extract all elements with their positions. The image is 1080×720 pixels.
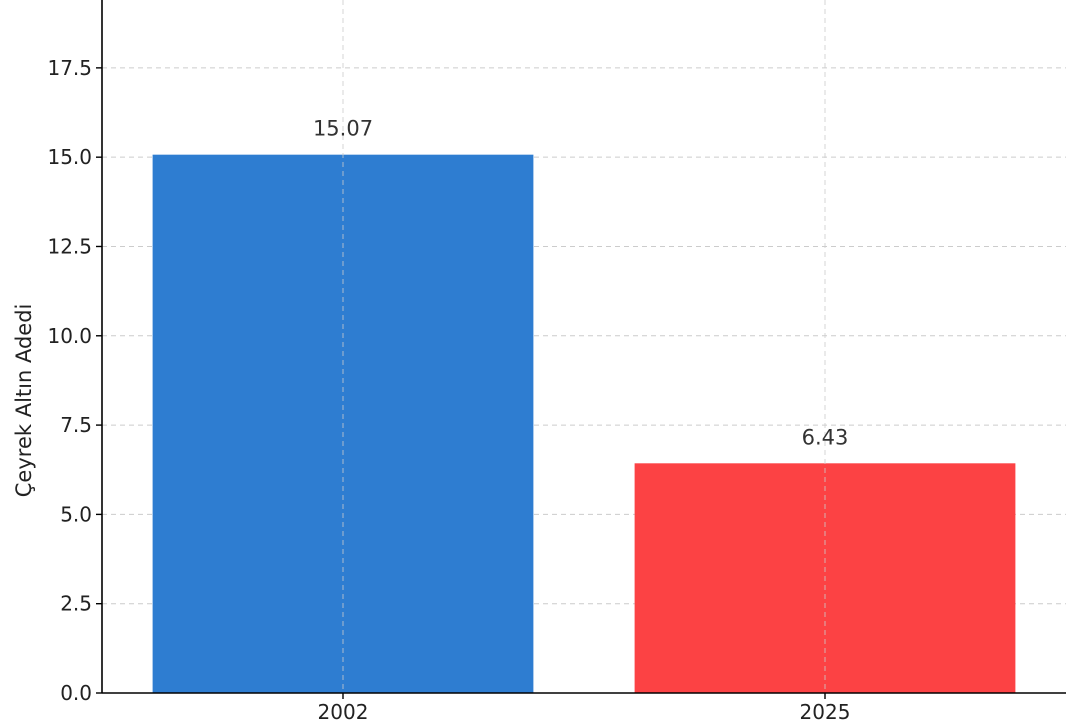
bars [152,154,1016,693]
x-tick-label: 2002 [318,700,369,720]
x-tick-label: 2025 [800,700,851,720]
x-grid-lines [342,0,826,693]
y-axis-ticks: 0.0 2.5 5.0 7.5 10.0 12.5 15.0 17.5 [47,56,102,705]
axes [101,0,1066,694]
y-tick-label: 5.0 [60,502,92,526]
y-tick-label: 15.0 [47,145,92,169]
y-tick-label: 0.0 [60,681,92,705]
y-tick-label: 12.5 [47,234,92,258]
y-tick-label: 2.5 [60,592,92,616]
data-label-2002: 15.07 [313,117,373,141]
y-tick-label: 10.0 [47,324,92,348]
y-tick-label: 7.5 [60,413,92,437]
y-tick-label: 17.5 [47,56,92,80]
x-axis-ticks: 2002 2025 [318,693,851,720]
data-labels: 15.07 6.43 [313,117,848,450]
y-axis-title: Çeyrek Altın Adedi [12,304,36,498]
data-label-2025: 6.43 [802,425,849,449]
